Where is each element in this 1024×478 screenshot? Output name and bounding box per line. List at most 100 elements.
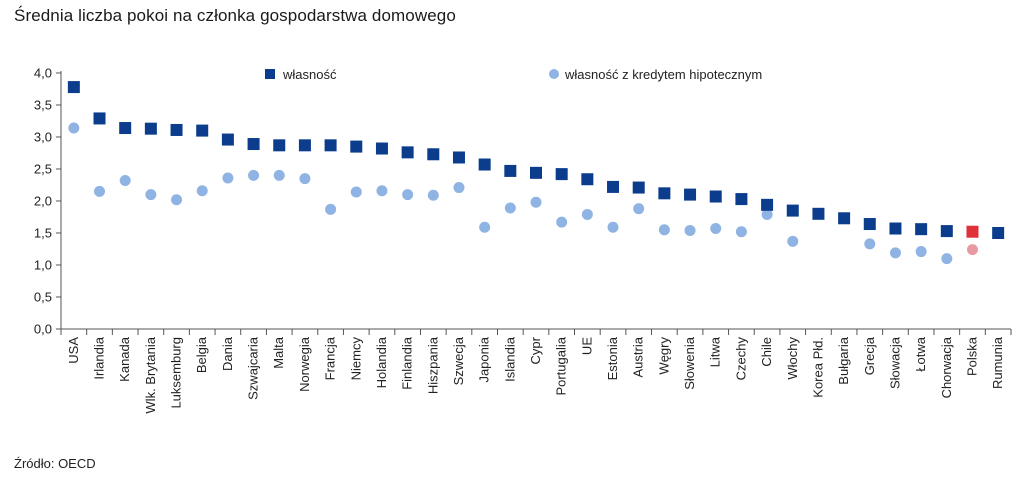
point-mortgage — [427, 189, 439, 201]
point-mortgage — [633, 203, 645, 215]
x-tick-label: Kanada — [117, 336, 132, 382]
point-ownership — [298, 139, 311, 152]
point-mortgage — [222, 172, 234, 184]
point-ownership — [530, 166, 542, 179]
point-mortgage — [915, 246, 927, 258]
point-ownership — [427, 148, 440, 161]
point-ownership — [632, 181, 645, 194]
point-ownership — [350, 140, 363, 153]
x-tick-label: UE — [579, 337, 594, 355]
x-tick-label: Francja — [323, 336, 338, 380]
x-tick-label: Belgia — [194, 336, 209, 373]
x-tick-label: Rumunia — [990, 336, 1005, 389]
point-ownership — [581, 173, 594, 186]
point-mortgage — [581, 208, 593, 220]
point-mortgage — [556, 216, 568, 228]
y-tick-label: 4,0 — [34, 66, 52, 81]
point-ownership — [940, 225, 953, 238]
x-tick-label: Szwecja — [451, 336, 466, 385]
x-tick-label: Chorwacja — [939, 336, 954, 398]
x-tick-label: Łotwa — [913, 336, 928, 371]
x-tick-label: Włochy — [785, 337, 800, 380]
legend-marker-ownership — [265, 69, 275, 79]
point-ownership — [889, 222, 902, 235]
point-mortgage — [479, 221, 491, 233]
x-tick-label: Holandia — [374, 336, 389, 388]
x-tick-label: Hiszpania — [425, 336, 440, 394]
point-ownership — [478, 158, 491, 171]
point-ownership — [375, 142, 388, 155]
legend-label-ownership: własność — [282, 67, 337, 82]
y-tick-label: 0,0 — [34, 322, 52, 337]
point-ownership — [273, 139, 286, 152]
chart-title: Średnia liczba pokoi na członka gospodar… — [14, 6, 456, 25]
x-tick-label: Portugalia — [554, 336, 569, 395]
y-tick-label: 0,5 — [34, 290, 52, 305]
point-ownership — [761, 198, 774, 211]
point-ownership — [247, 138, 260, 151]
x-tick-label: Estonia — [605, 336, 620, 380]
x-tick-label: Węgry — [656, 337, 671, 375]
x-tick-label: Korea Płd. — [810, 337, 825, 398]
x-tick-label: Islandia — [502, 336, 517, 382]
point-ownership — [838, 212, 851, 225]
point-mortgage — [350, 186, 362, 198]
point-ownership — [915, 223, 928, 236]
y-tick-label: 1,0 — [34, 258, 52, 273]
source-note: Źródło: OECD — [14, 456, 96, 471]
x-tick-label: Słowacja — [887, 336, 902, 389]
point-mortgage — [658, 224, 670, 236]
point-ownership — [863, 218, 876, 231]
x-tick-label: Norwegia — [297, 336, 312, 392]
point-mortgage — [299, 173, 311, 185]
point-mortgage — [119, 175, 131, 187]
x-tick-label: Chile — [759, 337, 774, 367]
x-tick-label: Grecja — [862, 336, 877, 375]
point-mortgage — [94, 185, 106, 197]
x-tick-label: Malta — [271, 336, 286, 369]
point-mortgage — [941, 253, 953, 265]
point-ownership — [992, 227, 1005, 239]
y-tick-label: 3,5 — [34, 98, 52, 113]
point-mortgage — [453, 182, 465, 194]
point-mortgage — [966, 244, 978, 256]
x-tick-label: USA — [66, 337, 81, 364]
point-ownership — [144, 122, 157, 135]
point-mortgage — [504, 202, 516, 214]
y-tick-label: 2,5 — [34, 162, 52, 177]
point-ownership — [607, 180, 620, 193]
point-mortgage — [735, 226, 747, 238]
x-tick-label: Wlk. Brytania — [143, 336, 158, 413]
x-tick-label: Niemcy — [348, 337, 363, 381]
x-tick-label: Cypr — [528, 336, 543, 364]
point-ownership — [786, 204, 799, 217]
legend-marker-mortgage — [549, 69, 559, 79]
point-ownership — [966, 225, 979, 238]
point-ownership — [452, 151, 465, 164]
point-mortgage — [325, 203, 337, 215]
point-mortgage — [710, 223, 722, 235]
point-mortgage — [171, 194, 183, 206]
point-ownership — [658, 187, 671, 200]
point-mortgage — [761, 208, 773, 220]
point-mortgage — [530, 196, 542, 208]
point-mortgage — [68, 122, 80, 134]
x-tick-label: Bułgaria — [836, 336, 851, 384]
point-ownership — [221, 133, 234, 146]
point-ownership — [401, 146, 414, 159]
x-tick-label: Dania — [220, 336, 235, 371]
point-mortgage — [376, 185, 388, 197]
point-mortgage — [248, 169, 260, 181]
point-mortgage — [864, 238, 876, 250]
point-ownership — [684, 188, 697, 201]
point-ownership — [119, 122, 132, 135]
point-ownership — [504, 164, 517, 177]
point-mortgage — [273, 169, 285, 181]
x-tick-label: Irlandia — [92, 336, 107, 379]
point-mortgage — [145, 189, 157, 201]
legend-label-mortgage: własność z kredytem hipotecznym — [564, 67, 762, 82]
point-ownership — [196, 124, 209, 137]
point-ownership — [735, 193, 748, 206]
x-tick-label: Słowenia — [682, 336, 697, 390]
